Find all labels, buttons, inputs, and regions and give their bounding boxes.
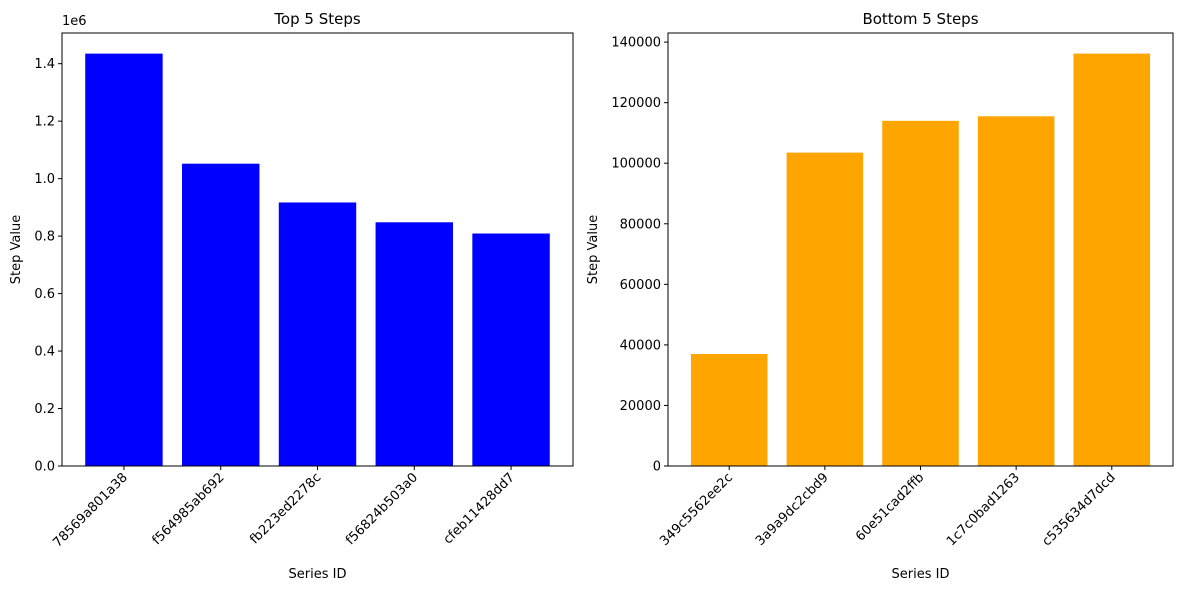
chart-title: Top 5 Steps	[273, 10, 361, 28]
bar-60e51cad2ffb	[882, 120, 959, 466]
bar-78569a801a38	[85, 53, 163, 466]
y-tick-label: 20000	[620, 399, 661, 414]
top-5-steps-chart: Top 5 Steps Series ID Step Value 1e6 0.0…	[9, 10, 574, 582]
x-tick-label: f564985ab692	[150, 470, 228, 548]
y-tick-label: 140000	[611, 36, 661, 51]
y-tick-label: 100000	[611, 157, 661, 172]
x-ticks: 349c5562ee2c 3a9a9dc2cbd9 60e51cad2ffb 1c7c…	[657, 466, 1119, 549]
y-tick-label: 1.2	[34, 115, 55, 130]
bar-cfeb11428dd7	[472, 233, 550, 466]
x-tick-label: 78569a801a38	[50, 470, 130, 550]
bar-349c5562ee2c	[690, 353, 768, 466]
y-tick-label: 1.4	[34, 57, 55, 72]
x-tick-label: 349c5562ee2c	[657, 470, 736, 549]
bar-f564985ab692	[182, 163, 260, 466]
x-tick-label: 1c7c0bad1263	[944, 470, 1023, 549]
bottom-5-steps-chart: Bottom 5 Steps Series ID Step Value 0 200…	[586, 10, 1174, 582]
x-tick-label: fb223ed2278c	[247, 470, 324, 547]
bar-fb223ed2278c	[278, 202, 357, 466]
y-tick-label: 0.6	[34, 287, 55, 302]
plot-frame	[61, 32, 574, 467]
bar-c535634d7dcd	[1073, 53, 1151, 466]
x-tick-label: f56824b503a0	[343, 470, 421, 548]
chart-title: Bottom 5 Steps	[862, 10, 978, 28]
bar-3a9a9dc2cbd9	[786, 152, 864, 466]
y-tick-label: 1.0	[34, 172, 55, 187]
y-axis-offset-label: 1e6	[62, 14, 87, 29]
y-axis-label: Step Value	[586, 215, 601, 284]
bar-group	[85, 53, 550, 466]
y-ticks: 0 20000 40000 60000 80000 100000 120000 140000	[611, 36, 668, 475]
x-tick-label: 60e51cad2ffb	[853, 470, 927, 544]
x-axis-label: Series ID	[892, 567, 950, 582]
y-tick-label: 40000	[620, 338, 661, 353]
plot-frame	[667, 32, 1174, 467]
x-axis-label: Series ID	[289, 567, 347, 582]
x-tick-label: cfeb11428dd7	[441, 470, 518, 547]
y-tick-label: 0	[653, 460, 661, 475]
y-tick-label: 60000	[620, 278, 661, 293]
y-tick-label: 0.0	[34, 460, 55, 475]
bar-group	[690, 53, 1151, 466]
x-tick-label: c535634d7dcd	[1039, 470, 1118, 549]
y-tick-label: 120000	[611, 96, 661, 111]
y-tick-label: 80000	[620, 217, 661, 232]
bar-f56824b503a0	[375, 222, 453, 466]
y-tick-label: 0.2	[34, 402, 55, 417]
y-ticks: 0.0 0.2 0.4 0.6 0.8 1.0 1.2 1.4	[34, 57, 62, 475]
x-tick-label: 3a9a9dc2cbd9	[753, 470, 832, 549]
bar-1c7c0bad1263	[977, 116, 1055, 466]
x-ticks: 78569a801a38 f564985ab692 fb223ed2278c f568…	[50, 466, 518, 551]
y-tick-label: 0.8	[34, 230, 55, 245]
y-tick-label: 0.4	[34, 345, 55, 360]
y-axis-label: Step Value	[9, 215, 24, 284]
